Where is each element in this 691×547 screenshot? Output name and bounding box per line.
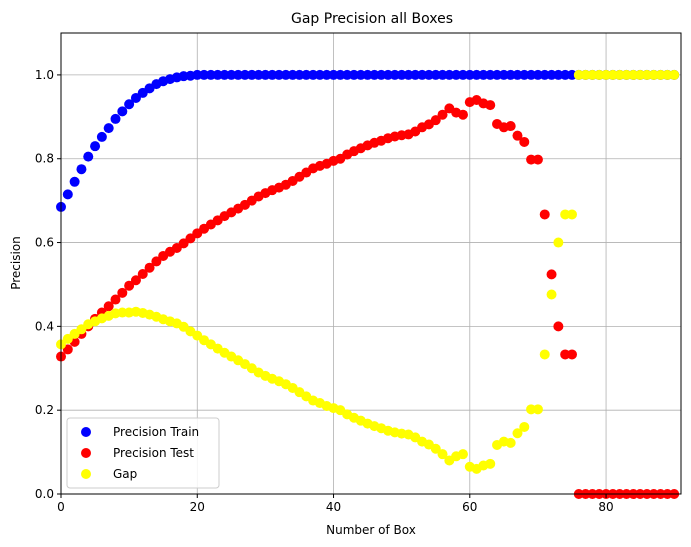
y-tick-label: 0.4 bbox=[35, 319, 54, 333]
legend-label-precision-train: Precision Train bbox=[113, 425, 199, 439]
data-point-gap bbox=[539, 349, 550, 360]
data-point-precision-train bbox=[76, 164, 87, 175]
x-axis-label: Number of Box bbox=[326, 523, 416, 537]
x-tick-label: 60 bbox=[462, 500, 477, 514]
legend: Precision Train Precision Test Gap bbox=[66, 417, 220, 489]
chart-title: Gap Precision all Boxes bbox=[291, 11, 453, 27]
data-point-precision-test bbox=[430, 115, 441, 126]
data-point-gap bbox=[505, 437, 516, 448]
data-point-gap bbox=[485, 458, 496, 469]
y-tick-label: 1.0 bbox=[35, 68, 54, 82]
data-point-precision-test bbox=[117, 287, 128, 298]
data-point-gap bbox=[437, 449, 448, 460]
data-point-precision-train bbox=[103, 123, 114, 134]
data-point-gap bbox=[532, 404, 543, 415]
legend-label-gap: Gap bbox=[113, 467, 137, 481]
data-point-precision-train bbox=[124, 99, 135, 110]
data-point-precision-test bbox=[437, 109, 448, 120]
data-point-precision-test bbox=[103, 301, 114, 312]
data-point-gap bbox=[430, 443, 441, 454]
y-tick-label: 0.2 bbox=[35, 403, 54, 417]
data-point-precision-test bbox=[505, 121, 516, 132]
data-point-precision-test bbox=[532, 154, 543, 165]
data-point-precision-test bbox=[457, 109, 468, 120]
data-point-gap bbox=[566, 209, 577, 220]
data-point-precision-test bbox=[151, 256, 162, 267]
data-point-precision-test bbox=[566, 349, 577, 360]
data-point-precision-train bbox=[62, 189, 73, 200]
y-axis-ticks: 0.0 0.2 0.4 0.6 0.8 1.0 bbox=[35, 68, 61, 501]
data-point-precision-train bbox=[96, 131, 107, 142]
series-gap bbox=[56, 69, 680, 474]
y-tick-label: 0.8 bbox=[35, 152, 54, 166]
data-point-gap bbox=[519, 421, 530, 432]
y-axis-label: Precision bbox=[9, 236, 23, 290]
data-point-precision-test bbox=[485, 100, 496, 111]
x-tick-label: 80 bbox=[598, 500, 613, 514]
data-point-precision-test bbox=[130, 275, 141, 286]
data-point-precision-test bbox=[110, 294, 121, 305]
legend-marker-gap bbox=[81, 469, 91, 479]
data-point-gap bbox=[553, 237, 564, 248]
legend-marker-precision-test bbox=[81, 448, 91, 458]
x-tick-label: 20 bbox=[190, 500, 205, 514]
data-point-precision-train bbox=[83, 151, 94, 162]
data-point-precision-train bbox=[110, 113, 121, 124]
x-axis-ticks: 0 20 40 60 80 bbox=[57, 494, 614, 514]
data-point-gap bbox=[512, 428, 523, 439]
data-point-precision-train bbox=[117, 106, 128, 117]
data-points bbox=[56, 69, 680, 499]
data-point-precision-test bbox=[546, 269, 557, 280]
y-tick-label: 0.6 bbox=[35, 236, 54, 250]
data-point-precision-test bbox=[512, 130, 523, 141]
data-point-precision-test bbox=[124, 280, 135, 291]
data-point-precision-test bbox=[519, 136, 530, 147]
x-tick-label: 40 bbox=[326, 500, 341, 514]
data-point-precision-test bbox=[553, 321, 564, 332]
data-point-gap bbox=[546, 289, 557, 300]
series-precision-test bbox=[56, 95, 680, 499]
plot-area-frame bbox=[60, 32, 682, 495]
data-point-gap bbox=[457, 449, 468, 460]
y-tick-label: 0.0 bbox=[35, 487, 54, 501]
data-point-precision-test bbox=[144, 262, 155, 273]
data-point-precision-train bbox=[69, 176, 80, 187]
legend-box bbox=[66, 417, 220, 489]
data-point-precision-train bbox=[90, 141, 101, 152]
x-tick-label: 0 bbox=[57, 500, 65, 514]
data-point-precision-test bbox=[539, 209, 550, 220]
data-point-precision-test bbox=[137, 268, 148, 279]
legend-marker-precision-train bbox=[81, 427, 91, 437]
legend-label-precision-test: Precision Test bbox=[113, 446, 194, 460]
data-point-gap bbox=[669, 69, 680, 80]
